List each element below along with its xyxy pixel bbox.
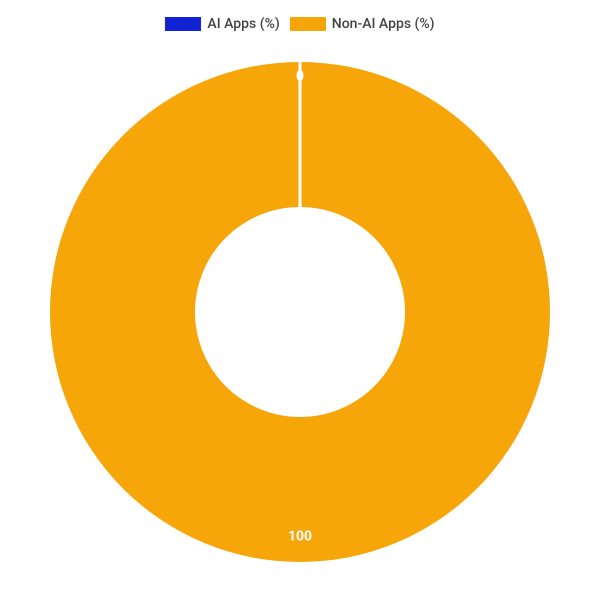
legend-item-ai: AI Apps (%) xyxy=(165,16,279,32)
donut-svg: 0 100 xyxy=(20,42,580,582)
donut-hole xyxy=(195,207,405,417)
legend-item-nonai: Non-AI Apps (%) xyxy=(290,16,435,32)
legend-label-nonai: Non-AI Apps (%) xyxy=(332,16,435,32)
legend-swatch-ai xyxy=(165,17,201,31)
donut-chart: 0 100 xyxy=(20,42,580,582)
legend-swatch-nonai xyxy=(290,17,326,31)
slice-label-ai: 0 xyxy=(296,69,304,85)
legend: AI Apps (%) Non-AI Apps (%) xyxy=(165,16,434,32)
legend-label-ai: AI Apps (%) xyxy=(207,16,279,32)
slice-label-nonai: 100 xyxy=(288,529,312,545)
